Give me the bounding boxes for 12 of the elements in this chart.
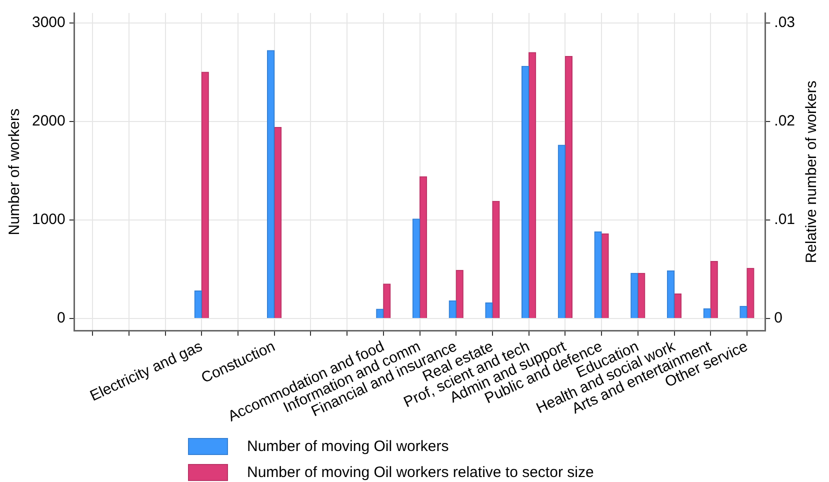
y2-tick-label: .01 (774, 211, 796, 228)
y-tick-label: 2000 (32, 112, 66, 130)
y-axis-title: Number of workers (6, 108, 24, 236)
legend-label: Number of moving Oil workers relative to sector size (247, 464, 594, 480)
y-tick-label: 1000 (32, 211, 66, 228)
y2-axis-title: Relative number of workers (803, 80, 820, 264)
y2-tick-label: .02 (774, 112, 796, 130)
y-tick-label: 0 (57, 310, 66, 327)
y2-tick-label: .03 (774, 14, 796, 31)
y2-tick-label: 0 (774, 310, 782, 327)
y-tick-label: 3000 (32, 14, 66, 31)
legend-label: Number of moving Oil workers (247, 438, 449, 454)
